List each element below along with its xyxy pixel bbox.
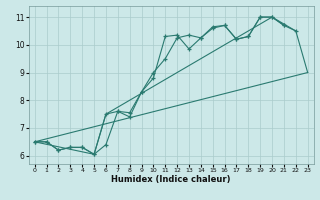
X-axis label: Humidex (Indice chaleur): Humidex (Indice chaleur) [111, 175, 231, 184]
